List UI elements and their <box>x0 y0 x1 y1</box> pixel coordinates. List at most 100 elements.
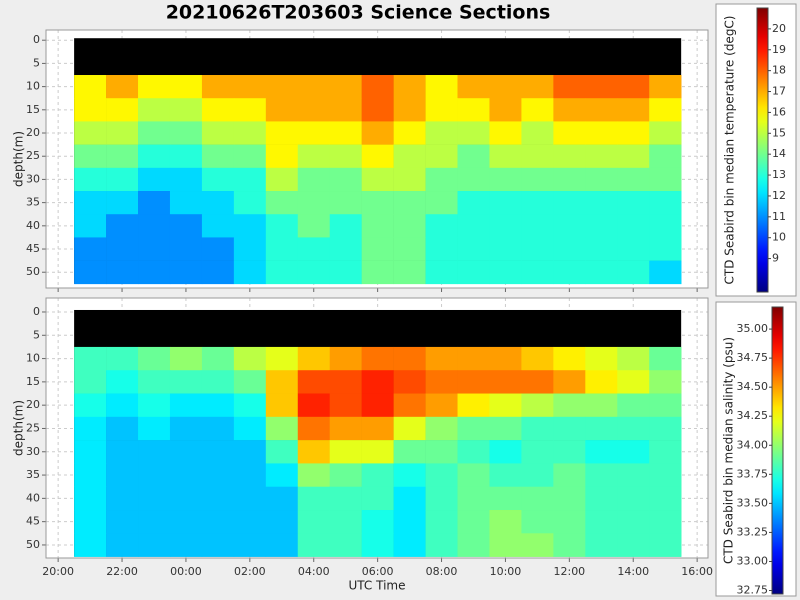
heatmap-cell <box>201 98 235 122</box>
y-tick-label: 50 <box>26 265 40 278</box>
heatmap-cell <box>617 75 650 99</box>
heatmap-cell <box>74 533 107 557</box>
heatmap-cell <box>233 98 267 122</box>
heatmap-cell <box>649 510 682 534</box>
heatmap-cell <box>201 75 235 99</box>
heatmap-cell <box>457 370 490 394</box>
heatmap-cell <box>361 98 394 122</box>
heatmap-cell <box>617 237 650 261</box>
colorbar-tick-label: 12 <box>772 189 786 202</box>
heatmap-cell <box>138 237 171 261</box>
heatmap-cell <box>649 416 682 441</box>
heatmap-cell <box>617 214 650 238</box>
heatmap-cell <box>361 416 394 441</box>
heatmap-cell <box>74 370 107 394</box>
heatmap-cell <box>265 167 299 192</box>
heatmap-cell <box>457 346 490 371</box>
heatmap-cell <box>585 393 618 418</box>
colorbar-tick-label: 20 <box>772 22 786 35</box>
heatmap-cell <box>265 237 299 261</box>
heatmap-cell <box>553 260 586 285</box>
heatmap-cell <box>521 486 554 511</box>
heatmap-cell <box>169 214 203 238</box>
heatmap-cell <box>169 440 203 464</box>
heatmap-cell <box>201 167 235 192</box>
heatmap-cell <box>265 510 299 534</box>
heatmap-cell <box>265 393 299 418</box>
heatmap-cell <box>393 510 426 534</box>
heatmap-cell <box>393 416 426 441</box>
y-tick-label: 20 <box>26 126 40 139</box>
colorbar-tick-label: 11 <box>772 210 786 223</box>
heatmap-cell <box>649 533 682 557</box>
heatmap-cell <box>489 191 522 215</box>
heatmap-cell <box>457 440 490 464</box>
y-tick-label: 15 <box>26 375 40 388</box>
heatmap-cell <box>74 98 107 122</box>
heatmap-cell <box>521 416 554 441</box>
heatmap-cell <box>138 75 171 99</box>
heatmap-cell <box>585 346 618 371</box>
heatmap-cell <box>201 346 235 371</box>
heatmap-cell <box>649 98 682 122</box>
heatmap-cell <box>553 237 586 261</box>
heatmap-cell <box>457 486 490 511</box>
heatmap-cell <box>553 533 586 557</box>
heatmap-cell <box>457 393 490 418</box>
heatmap-cell <box>585 75 618 99</box>
heatmap-cell <box>201 463 235 488</box>
heatmap-cell <box>329 191 362 215</box>
heatmap-cell <box>233 214 267 238</box>
heatmap-cell <box>425 533 458 557</box>
heatmap-cell <box>138 167 171 192</box>
heatmap-cell <box>585 463 618 488</box>
heatmap-cell <box>521 510 554 534</box>
heatmap-cell <box>425 440 458 464</box>
heatmap-cell <box>457 237 490 261</box>
heatmap-cell <box>553 463 586 488</box>
heatmap-cell <box>489 75 522 99</box>
heatmap-cell <box>521 191 554 215</box>
heatmap-cell <box>489 346 522 371</box>
x-tick-label: 06:00 <box>362 565 394 578</box>
heatmap-cell <box>201 237 235 261</box>
heatmap-cell <box>361 260 394 285</box>
heatmap-cell <box>393 370 426 394</box>
heatmap-cell <box>106 510 139 534</box>
heatmap-cell <box>233 167 267 192</box>
heatmap-cell <box>329 346 362 371</box>
y-tick-label: 5 <box>33 56 40 69</box>
heatmap-cell <box>297 98 331 122</box>
heatmap-cell <box>138 144 171 169</box>
heatmap-cell <box>361 144 394 169</box>
y-axis-label: depth(m) <box>12 131 26 187</box>
y-tick-label: 45 <box>26 242 40 255</box>
heatmap-cell <box>393 260 426 285</box>
heatmap-cell <box>329 370 362 394</box>
heatmap-cell <box>617 370 650 394</box>
heatmap-cell <box>361 121 394 145</box>
y-tick-label: 10 <box>26 352 40 365</box>
x-tick-label: 14:00 <box>617 565 649 578</box>
heatmap-cell <box>233 393 267 418</box>
heatmap-cell <box>297 346 331 371</box>
heatmap-cell <box>106 416 139 441</box>
heatmap-cell <box>521 75 554 99</box>
heatmap-cell <box>553 75 586 99</box>
heatmap-cell <box>361 75 394 99</box>
colorbar-tick-label: 33.75 <box>737 467 769 480</box>
heatmap-cell <box>106 144 139 169</box>
heatmap-cell <box>233 346 267 371</box>
heatmap-cell <box>457 416 490 441</box>
heatmap-cell <box>361 237 394 261</box>
heatmap-cell <box>489 121 522 145</box>
heatmap-cell <box>233 510 267 534</box>
heatmap-cell <box>393 346 426 371</box>
heatmap-cell <box>297 191 331 215</box>
y-tick-label: 0 <box>33 33 40 46</box>
heatmap-cell <box>169 167 203 192</box>
colorbar-tick-label: 13 <box>772 168 786 181</box>
heatmap-cell <box>585 370 618 394</box>
heatmap-cell <box>617 167 650 192</box>
heatmap-cell <box>201 260 235 285</box>
